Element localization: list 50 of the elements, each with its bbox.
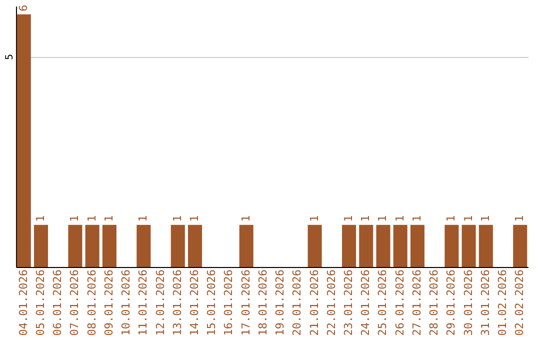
x-tick-label: 25.01.2026: [376, 270, 390, 336]
x-tick-label: 14.01.2026: [188, 270, 201, 336]
x-tick-label: 29.01.2026: [444, 270, 458, 336]
y-tick-label: 5: [4, 54, 16, 60]
x-tick-label: 22.01.2026: [324, 270, 338, 336]
data-label: 1: [34, 215, 47, 222]
x-tick-label: 12.01.2026: [154, 270, 167, 336]
data-label: 1: [513, 215, 526, 222]
data-label: 1: [170, 215, 184, 222]
data-label: 1: [136, 215, 150, 222]
x-tick-label: 09.01.2026: [102, 270, 116, 336]
x-tick-label: 02.02.2026: [513, 270, 526, 336]
x-tick-label: 01.02.2026: [496, 270, 510, 336]
x-tick-label: 06.01.2026: [51, 270, 64, 336]
x-tick-label: 18.01.2026: [256, 270, 270, 336]
data-label: 6: [16, 4, 30, 12]
x-tick-label: 31.01.2026: [478, 270, 492, 336]
x-tick-label: 16.01.2026: [222, 270, 236, 336]
x-tick-label: 17.01.2026: [239, 270, 252, 336]
data-label: 1: [462, 215, 475, 222]
data-label: 1: [393, 215, 406, 222]
data-label: 1: [308, 215, 321, 222]
data-label: 1: [478, 215, 492, 222]
data-label: 1: [102, 215, 116, 222]
x-tick-label: 04.01.2026: [16, 270, 30, 336]
x-tick-label: 30.01.2026: [462, 270, 475, 336]
x-tick-label: 19.01.2026: [274, 270, 287, 336]
data-label: 1: [188, 215, 201, 222]
data-label: 1: [342, 215, 356, 222]
x-tick-label: 24.01.2026: [359, 270, 372, 336]
x-tick-label: 20.01.2026: [290, 270, 304, 336]
x-tick-label: 27.01.2026: [410, 270, 424, 336]
x-tick-label: 11.01.2026: [136, 270, 150, 336]
x-tick-label: 05.01.2026: [34, 270, 47, 336]
x-tick-label: 10.01.2026: [120, 270, 133, 336]
x-tick-label: 15.01.2026: [205, 270, 218, 336]
x-tick-label: 26.01.2026: [393, 270, 406, 336]
x-tick-label: 23.01.2026: [342, 270, 356, 336]
x-tick-label: 08.01.2026: [85, 270, 98, 336]
data-label: 1: [85, 215, 98, 222]
data-label: 1: [239, 215, 252, 222]
data-label: 1: [444, 215, 458, 222]
x-tick-label: 28.01.2026: [428, 270, 441, 336]
x-tick-label: 21.01.2026: [308, 270, 321, 336]
x-tick-label: 07.01.2026: [68, 270, 82, 336]
data-label: 1: [376, 215, 390, 222]
x-tick-label: 13.01.2026: [170, 270, 184, 336]
data-label: 1: [410, 215, 424, 222]
data-label: 1: [359, 215, 372, 222]
data-label: 1: [68, 215, 82, 222]
